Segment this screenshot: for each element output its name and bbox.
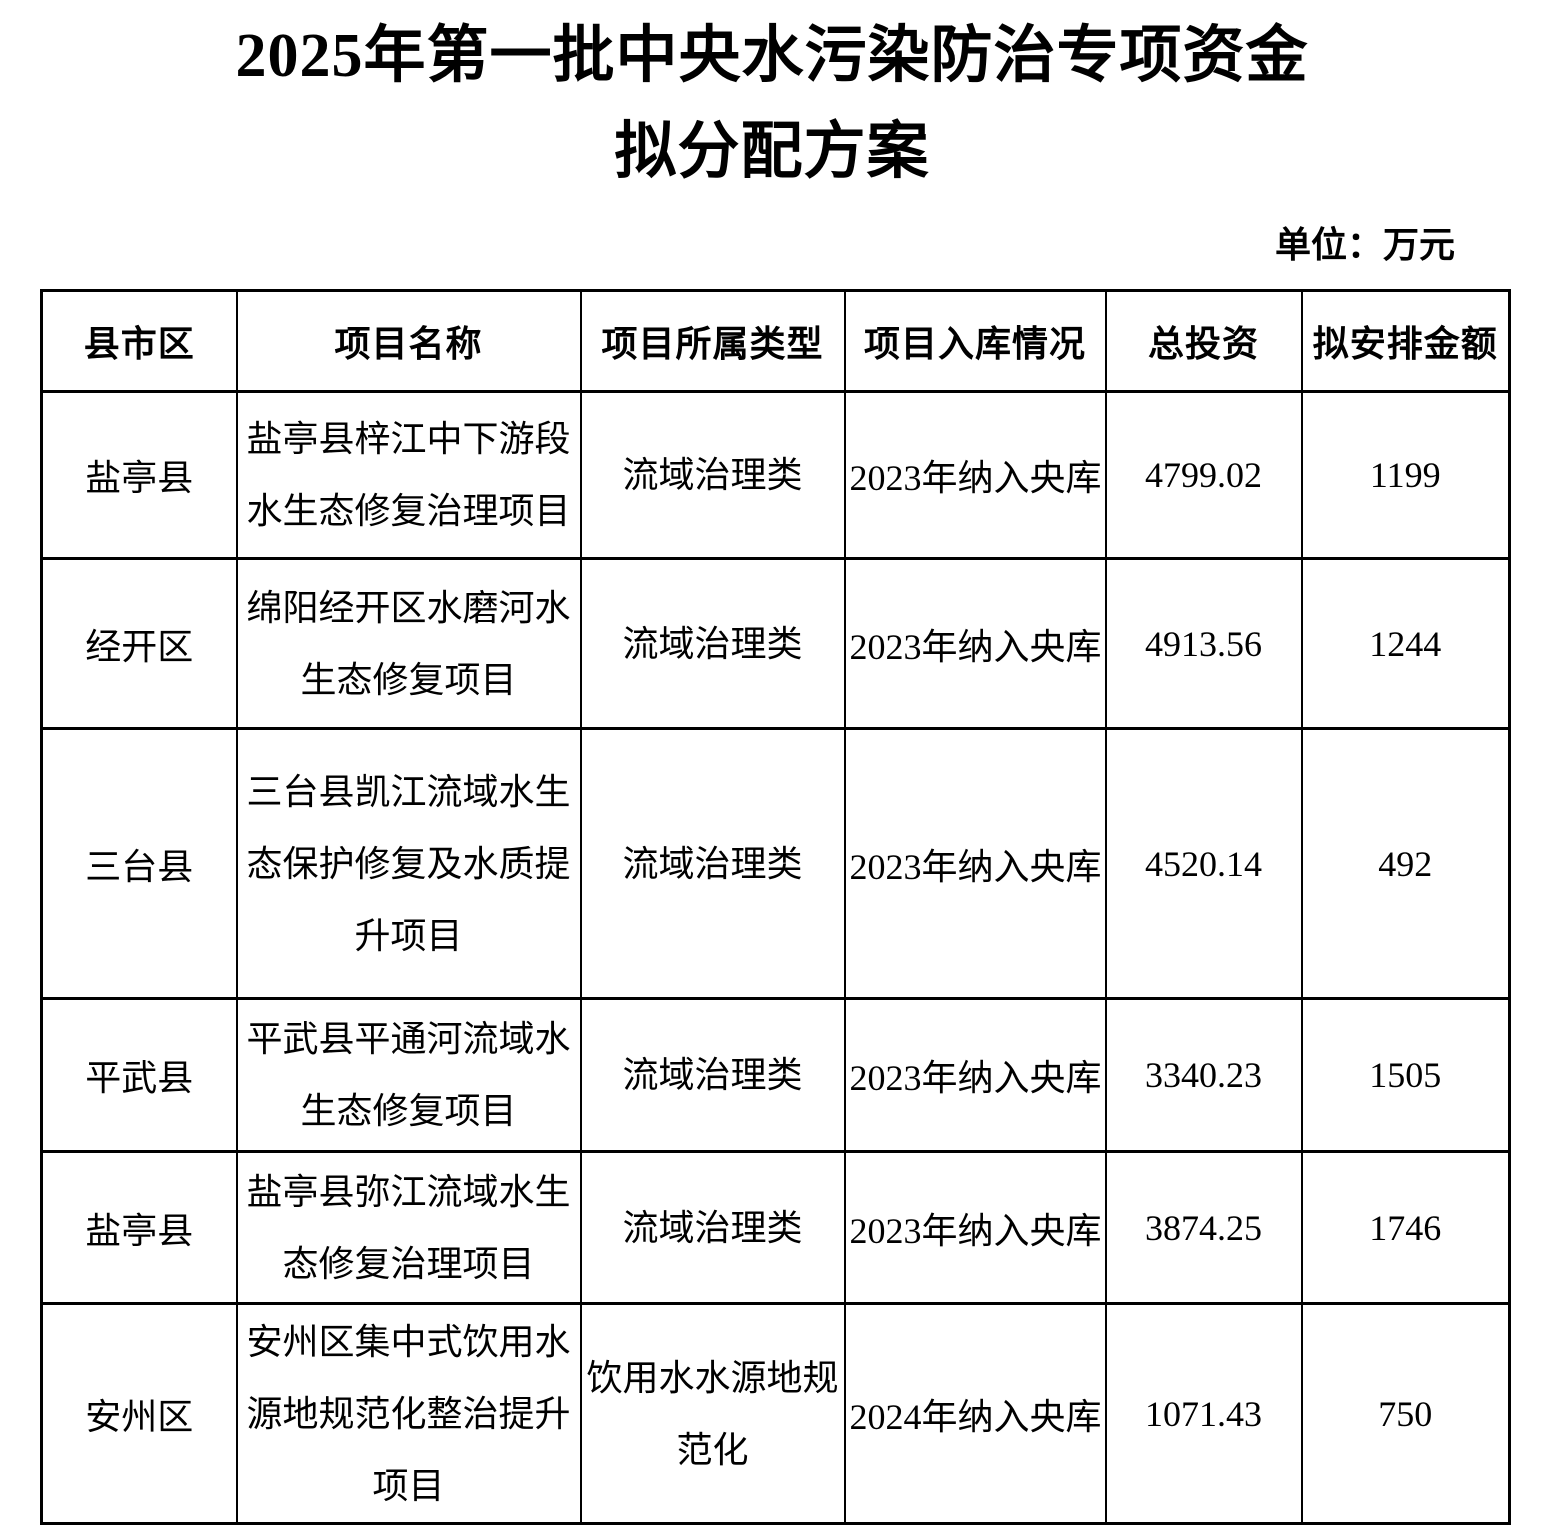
cell-district: 平武县 <box>40 997 238 1153</box>
cell-district: 安州区 <box>40 1302 238 1525</box>
header-status: 项目入库情况 <box>843 289 1107 393</box>
page-title-line2: 拟分配方案 <box>614 118 930 186</box>
cell-status: 2023年纳入央库 <box>843 557 1107 730</box>
cell-planned-amount: 1244 <box>1300 557 1511 730</box>
cell-total-investment: 4520.14 <box>1104 727 1303 1000</box>
cell-planned-amount: 1746 <box>1300 1150 1511 1305</box>
cell-type: 流域治理类 <box>579 557 846 730</box>
cell-status: 2023年纳入央库 <box>843 390 1107 560</box>
cell-type: 流域治理类 <box>579 727 846 1000</box>
cell-total-investment: 3874.25 <box>1104 1150 1303 1305</box>
cell-status: 2023年纳入央库 <box>843 1150 1107 1305</box>
cell-type: 流域治理类 <box>579 1150 846 1305</box>
cell-project: 三台县凯江流域水生 态保护修复及水质提 升项目 <box>235 727 582 1000</box>
cell-total-investment: 3340.23 <box>1104 997 1303 1153</box>
cell-district: 三台县 <box>40 727 238 1000</box>
cell-status: 2023年纳入央库 <box>843 997 1107 1153</box>
cell-total-investment: 1071.43 <box>1104 1302 1303 1525</box>
cell-project: 盐亭县弥江流域水生 态修复治理项目 <box>235 1150 582 1305</box>
table-row: 安州区 安州区集中式饮用水 源地规范化整治提升 项目 饮用水水源地规 范化 20… <box>40 1302 1511 1525</box>
cell-total-investment: 4913.56 <box>1104 557 1303 730</box>
table-header-row: 县市区 项目名称 项目所属类型 项目入库情况 总投资 拟安排金额 <box>40 289 1511 393</box>
cell-project: 平武县平通河流域水 生态修复项目 <box>235 997 582 1153</box>
allocation-table: 县市区 项目名称 项目所属类型 项目入库情况 总投资 拟安排金额 盐亭县 盐亭县… <box>40 289 1511 1525</box>
cell-type: 流域治理类 <box>579 997 846 1153</box>
cell-type: 饮用水水源地规 范化 <box>579 1302 846 1525</box>
header-district: 县市区 <box>40 289 238 393</box>
cell-project: 安州区集中式饮用水 源地规范化整治提升 项目 <box>235 1302 582 1525</box>
page-title: 2025年第一批中央水污染防治专项资金 拟分配方案 <box>0 0 1544 200</box>
cell-planned-amount: 492 <box>1300 727 1511 1000</box>
table-row: 三台县 三台县凯江流域水生 态保护修复及水质提 升项目 流域治理类 2023年纳… <box>40 727 1511 1000</box>
cell-project: 盐亭县梓江中下游段 水生态修复治理项目 <box>235 390 582 560</box>
cell-planned-amount: 750 <box>1300 1302 1511 1525</box>
header-type: 项目所属类型 <box>579 289 846 393</box>
table-row: 盐亭县 盐亭县梓江中下游段 水生态修复治理项目 流域治理类 2023年纳入央库 … <box>40 390 1511 560</box>
cell-district: 盐亭县 <box>40 390 238 560</box>
header-amount: 拟安排金额 <box>1300 289 1511 393</box>
cell-status: 2024年纳入央库 <box>843 1302 1107 1525</box>
header-total: 总投资 <box>1104 289 1303 393</box>
header-project: 项目名称 <box>235 289 582 393</box>
table-row: 盐亭县 盐亭县弥江流域水生 态修复治理项目 流域治理类 2023年纳入央库 38… <box>40 1150 1511 1305</box>
cell-district: 经开区 <box>40 557 238 730</box>
page-title-line1: 2025年第一批中央水污染防治专项资金 <box>235 22 1309 90</box>
cell-district: 盐亭县 <box>40 1150 238 1305</box>
table-row: 经开区 绵阳经开区水磨河水 生态修复项目 流域治理类 2023年纳入央库 491… <box>40 557 1511 730</box>
cell-total-investment: 4799.02 <box>1104 390 1303 560</box>
cell-status: 2023年纳入央库 <box>843 727 1107 1000</box>
cell-type: 流域治理类 <box>579 390 846 560</box>
cell-project: 绵阳经开区水磨河水 生态修复项目 <box>235 557 582 730</box>
table-row: 平武县 平武县平通河流域水 生态修复项目 流域治理类 2023年纳入央库 334… <box>40 997 1511 1153</box>
cell-planned-amount: 1505 <box>1300 997 1511 1153</box>
cell-planned-amount: 1199 <box>1300 390 1511 560</box>
unit-note: 单位：万元 <box>1274 225 1455 265</box>
